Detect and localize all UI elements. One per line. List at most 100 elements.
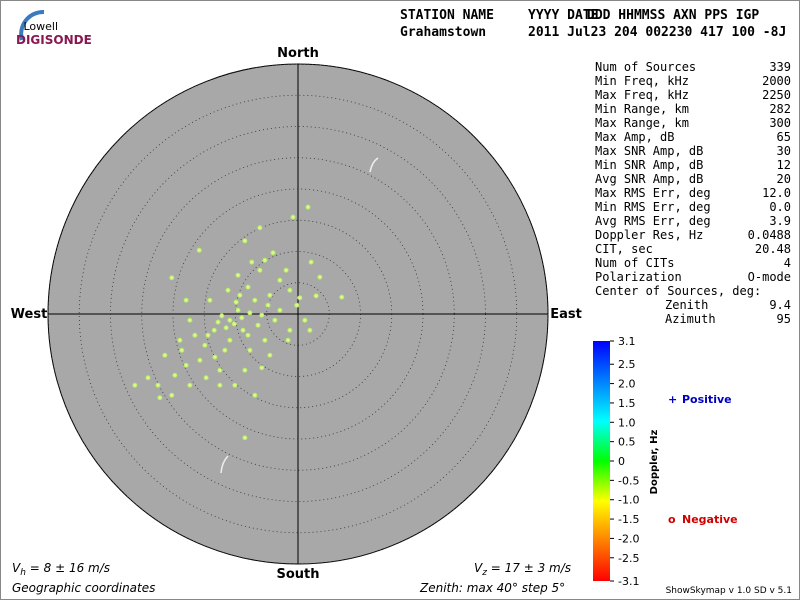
dir-south: South (276, 567, 319, 582)
source-point (262, 337, 268, 343)
header-column: YYYY DATE (528, 8, 598, 23)
stat-value: 0.0488 (748, 228, 791, 242)
source-point (177, 337, 183, 343)
logo-top: Lowell (23, 20, 58, 33)
logo-name: DIGISONDE (16, 33, 92, 47)
vh-symbol: V (12, 561, 21, 575)
stat-value: 30 (777, 144, 791, 158)
coords-note: Geographic coordinates (12, 581, 155, 595)
source-point (172, 372, 178, 378)
source-point (235, 307, 241, 313)
center-label: Zenith (665, 298, 708, 312)
source-point (169, 275, 175, 281)
center-label: Azimuth (665, 312, 716, 326)
source-point (225, 287, 231, 293)
stat-value: 0.0 (769, 200, 791, 214)
colorbar (593, 341, 610, 581)
vh-sub: h (20, 568, 26, 578)
source-point (247, 347, 253, 353)
source-point (132, 382, 138, 388)
source-point (187, 317, 193, 323)
vh-rest: = 8 ± 16 m/s (26, 561, 110, 575)
source-point (215, 319, 221, 325)
colorbar-tick-label: -3.1 (618, 575, 639, 588)
stat-value: 2000 (762, 74, 791, 88)
stat-value: 20 (777, 172, 791, 186)
source-point (255, 322, 261, 328)
source-point (287, 287, 293, 293)
stat-label: Num of Sources (595, 60, 696, 74)
stat-label: Max RMS Err, deg (595, 186, 711, 200)
source-point (283, 267, 289, 273)
stat-value: O-mode (748, 270, 791, 284)
dir-east: East (550, 307, 582, 322)
source-point (227, 337, 233, 343)
colorbar-tick-label: 0 (618, 455, 625, 468)
stat-value: 4 (784, 256, 791, 270)
colorbar-tick-label: 3.1 (618, 335, 636, 348)
source-point (217, 367, 223, 373)
dir-west: West (11, 307, 48, 322)
source-point (187, 382, 193, 388)
colorbar-tick-label: 1.5 (618, 397, 636, 410)
source-point (259, 312, 265, 318)
source-point (307, 327, 313, 333)
center-value: 95 (777, 312, 791, 326)
source-point (270, 250, 276, 256)
source-point (262, 257, 268, 263)
source-point (252, 392, 258, 398)
source-point (267, 292, 273, 298)
stat-value: 339 (769, 60, 791, 74)
stat-value: 3.9 (769, 214, 791, 228)
source-point (240, 327, 246, 333)
colorbar-tick-label: -2.5 (618, 552, 639, 565)
stat-label: Min Freq, kHz (595, 74, 689, 88)
stat-value: 2250 (762, 88, 791, 102)
colorbar-tick-label: -0.5 (618, 474, 639, 487)
source-point (239, 315, 245, 321)
source-point (277, 307, 283, 313)
legend-label: Negative (682, 513, 738, 526)
source-point (217, 382, 223, 388)
stat-label: Min SNR Amp, dB (595, 158, 703, 172)
stat-value: 20.48 (755, 242, 791, 256)
stat-label: CIT, sec (595, 242, 653, 256)
source-point (285, 337, 291, 343)
stat-label: Num of CITs (595, 256, 674, 270)
vz-symbol: V (474, 561, 483, 575)
stat-label: Avg RMS Err, deg (595, 214, 711, 228)
stat-value: 12.0 (762, 186, 791, 200)
source-point (235, 272, 241, 278)
vh: Vh = 8 ± 16 m/s (12, 561, 110, 578)
source-point (247, 310, 253, 316)
source-point (223, 325, 229, 331)
source-point (245, 332, 251, 338)
source-point (317, 274, 323, 280)
source-point (203, 375, 209, 381)
source-point (259, 365, 265, 371)
colorbar-label: Doppler, Hz (649, 430, 660, 495)
stat-label: Max Range, km (595, 116, 689, 130)
source-point (245, 284, 251, 290)
source-point (162, 352, 168, 358)
source-point (207, 297, 213, 303)
source-point (183, 297, 189, 303)
source-point (302, 317, 308, 323)
source-point (267, 352, 273, 358)
header-column: DDD HHMMSS AXN PPS IGP (587, 8, 759, 23)
source-point (197, 357, 203, 363)
source-point (242, 367, 248, 373)
source-point (222, 347, 228, 353)
source-point (219, 313, 225, 319)
source-point (211, 327, 217, 333)
trace-mark (220, 455, 229, 474)
source-point (183, 362, 189, 368)
version: ShowSkymap v 1.0 SD v 5.1 (666, 586, 792, 596)
source-point (202, 342, 208, 348)
source-point (257, 267, 263, 273)
colorbar-tick-label: 0.5 (618, 436, 636, 449)
source-point (233, 299, 239, 305)
stat-label: Max Freq, kHz (595, 88, 689, 102)
source-point (242, 435, 248, 441)
source-point (287, 327, 293, 333)
